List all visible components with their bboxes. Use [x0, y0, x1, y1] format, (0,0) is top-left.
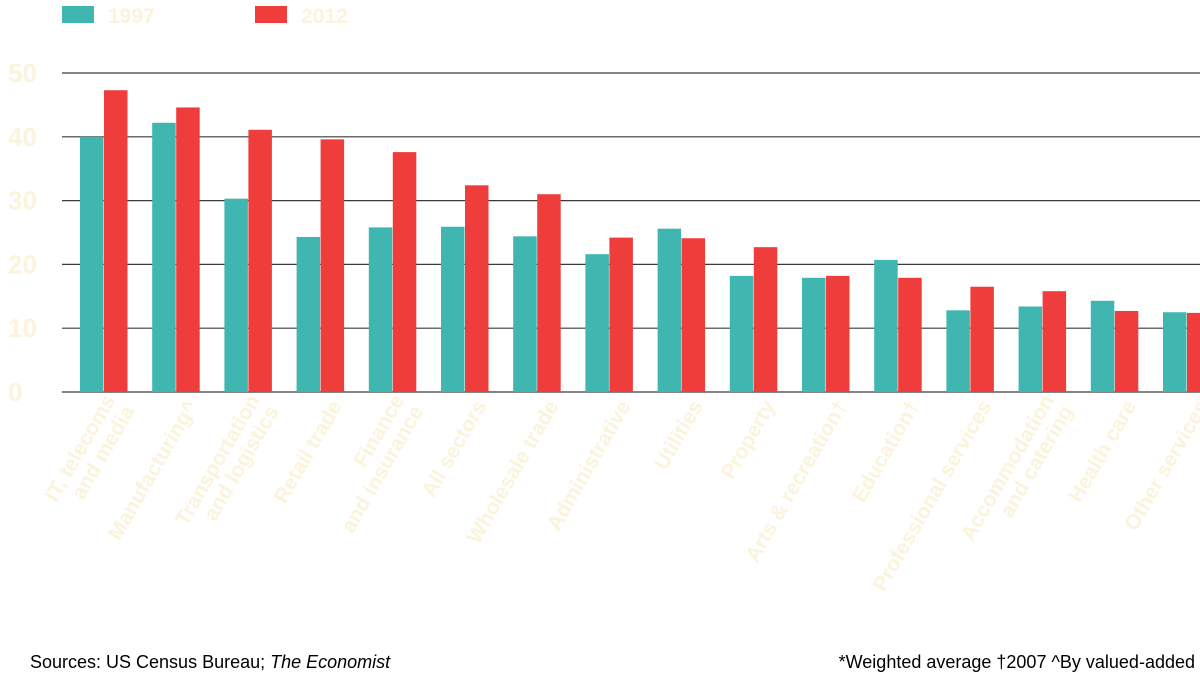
bar-1997-0 [80, 136, 104, 392]
bar-2012-15 [1187, 312, 1200, 392]
bar-1997-10 [802, 277, 826, 392]
bar-2012-14 [1114, 310, 1139, 392]
bar-2012-12 [970, 286, 994, 392]
y-axis-ticks: 0 10 20 30 40 50 [8, 58, 37, 407]
bar-1997-4 [368, 227, 393, 392]
x-tick-label-5: All sectors [418, 397, 492, 502]
bar-1997-9 [729, 275, 754, 392]
y-tick-label-30: 30 [8, 186, 37, 216]
bar-2012-7 [609, 237, 633, 392]
bar-2012-8 [681, 238, 706, 392]
bar-1997-2 [224, 198, 248, 392]
bar-2012-11 [898, 277, 922, 392]
y-tick-label-0: 0 [8, 377, 22, 407]
bar-1997-15 [1163, 312, 1187, 392]
sources-note: Sources: US Census Bureau; The Economist [30, 652, 391, 672]
bar-2012-9 [753, 247, 778, 392]
bar-2012-3 [320, 139, 345, 392]
bar-1997-11 [874, 259, 898, 392]
bars [80, 90, 1200, 393]
bar-1997-5 [441, 226, 465, 392]
legend: 1997 2012 [62, 5, 348, 28]
legend-label-2012: 2012 [301, 5, 348, 28]
bar-2012-1 [176, 107, 200, 393]
footnote: *Weighted average †2007 ^By valued-added [839, 652, 1195, 672]
x-tick-label-8: Utilities [650, 397, 708, 474]
bar-1997-13 [1018, 306, 1043, 392]
bar-2012-10 [826, 275, 850, 392]
bar-1997-8 [657, 228, 682, 392]
bar-2012-6 [537, 194, 561, 392]
legend-swatch-1997 [62, 6, 94, 23]
bar-2012-2 [248, 129, 272, 393]
legend-label-1997: 1997 [108, 5, 155, 28]
bar-2012-4 [392, 152, 417, 392]
bar-1997-7 [585, 254, 609, 392]
bar-2012-0 [104, 90, 128, 392]
bar-1997-14 [1090, 300, 1115, 392]
y-tick-label-50: 50 [8, 58, 37, 88]
bar-1997-12 [946, 310, 970, 392]
bar-2012-5 [465, 185, 489, 392]
sources-italic: The Economist [270, 652, 391, 672]
x-tick-label-11: Education† [848, 397, 925, 507]
x-axis-labels: IT, telecomsand mediaManufacturing^Trans… [41, 391, 1200, 595]
y-tick-label-10: 10 [8, 313, 37, 343]
x-tick-label-9: Property [717, 396, 780, 483]
y-tick-label-40: 40 [8, 122, 37, 152]
bar-1997-1 [152, 122, 176, 392]
legend-swatch-2012 [255, 6, 287, 23]
bar-1997-6 [513, 236, 537, 392]
bar-1997-3 [296, 236, 321, 392]
sources-text: Sources: US Census Bureau; [30, 652, 270, 672]
y-tick-label-20: 20 [8, 249, 37, 279]
bar-2012-13 [1042, 291, 1067, 392]
